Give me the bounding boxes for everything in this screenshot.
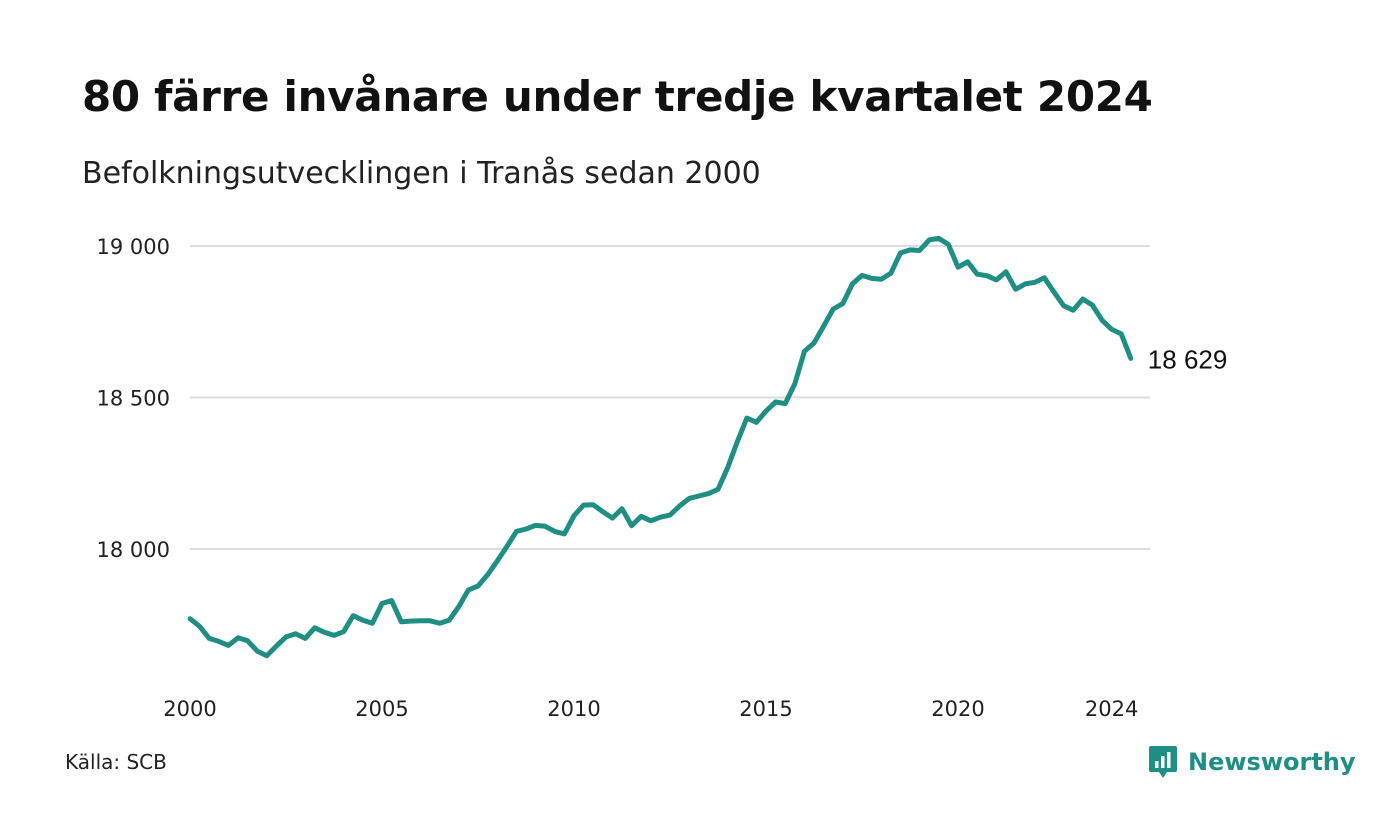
x-tick-label: 2020 [931,697,984,721]
y-axis-ticks: 18 000 18 500 19 000 [97,235,170,562]
chart-title: 80 färre invånare under tredje kvartalet… [82,72,1153,121]
x-axis-ticks: 2000 2005 2010 2015 2020 2024 [163,697,1138,721]
y-tick-label: 19 000 [97,235,170,259]
y-tick-label: 18 500 [97,387,170,411]
end-value-label: 18 629 [1148,344,1228,374]
brand-logo: Newsworthy [1148,744,1356,780]
x-tick-label: 2005 [355,697,408,721]
x-tick-label: 2000 [163,697,216,721]
x-tick-label: 2010 [547,697,600,721]
newsworthy-logo-icon [1149,746,1177,778]
source-note: Källa: SCB [65,750,167,774]
population-series-line [187,235,1134,659]
y-tick-label: 18 000 [97,538,170,562]
x-tick-label: 2015 [739,697,792,721]
x-tick-label: 2024 [1085,697,1138,721]
brand-name: Newsworthy [1188,748,1356,776]
gridlines [190,245,1150,550]
chart-subtitle: Befolkningsutvecklingen i Tranås sedan 2… [82,156,761,191]
